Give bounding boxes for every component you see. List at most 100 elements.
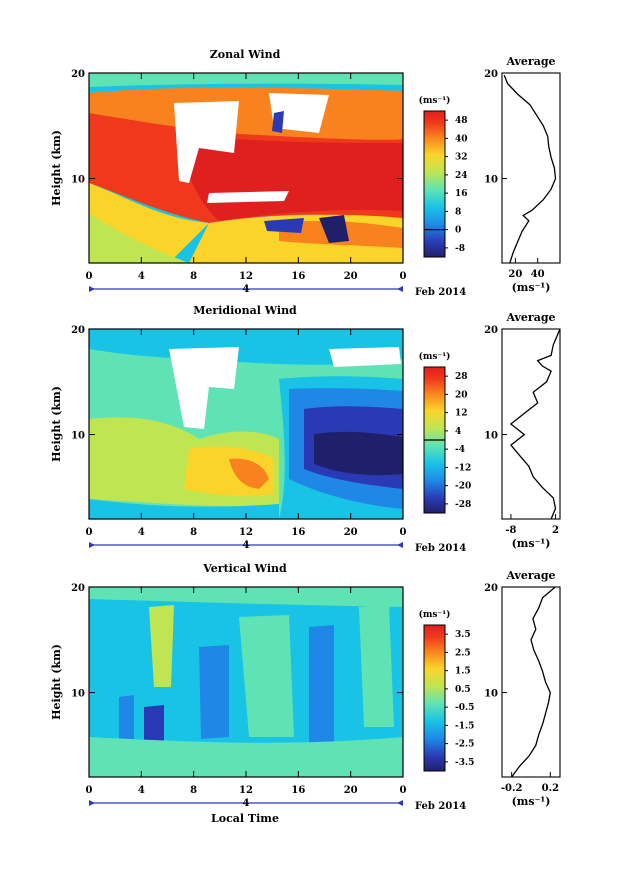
y-axis-label: Height (km)	[50, 386, 63, 462]
colorbar-scale	[423, 624, 446, 772]
colorbar-tick-label: 1.5	[455, 667, 471, 677]
x-tick-label: 8	[190, 785, 197, 796]
colorbar: (ms⁻¹) 48 40 32 24 16 8 0 -8	[419, 95, 468, 258]
profile-title: Average	[505, 55, 555, 68]
profile-x-tick-label: 20	[508, 269, 522, 280]
x-tick-label: 0	[86, 785, 93, 796]
x-tick-label: 0	[400, 527, 407, 538]
colorbar-tick-label: 12	[455, 409, 468, 419]
colorbar-tick-label: -12	[455, 463, 471, 473]
date-axis: 4 Feb 2014	[89, 284, 466, 298]
x-tick-label: 12	[239, 271, 253, 282]
y-tick-label: 10	[71, 431, 85, 442]
missing-data	[207, 191, 289, 203]
profile-line	[503, 74, 557, 264]
colorbar-tick-label: -8	[455, 244, 465, 254]
field-region	[149, 605, 174, 687]
profile-x-tick-label: 2	[552, 525, 559, 536]
colorbar-tick-label: 3.5	[455, 630, 471, 640]
colorbar-tick-label: -4	[455, 445, 465, 455]
x-tick-label: 0	[86, 271, 93, 282]
colorbar-tick-label: 8	[455, 207, 461, 217]
date-marker	[397, 800, 403, 806]
x-tick-label: 8	[190, 527, 197, 538]
profile-unit: (ms⁻¹)	[512, 795, 551, 808]
profile-unit: (ms⁻¹)	[512, 537, 551, 550]
x-tick-label: 12	[239, 785, 253, 796]
x-tick-label: 16	[291, 527, 305, 538]
y-tick-label: 20	[71, 325, 85, 336]
colorbar: (ms⁻¹) 3.5 2.5 1.5 0.5 -0.5 -1.5 -2.5 -3.5	[419, 609, 474, 772]
profile-title: Average	[505, 569, 555, 582]
y-tick-label: 10	[71, 689, 85, 700]
field-region	[264, 218, 304, 233]
missing-data	[169, 347, 239, 429]
x-tick-label: 0	[86, 527, 93, 538]
profile-y-tick-label: 10	[484, 689, 498, 700]
colorbar-tick-label: 20	[455, 390, 468, 400]
colorbar-tick-label: 40	[455, 134, 468, 144]
profile-y-tick-label: 20	[484, 69, 498, 80]
average-profile: Average 20 10 -0.2 0.2(ms⁻¹)	[484, 569, 561, 808]
panel-title: Zonal Wind	[210, 48, 281, 61]
profile-frame	[501, 328, 561, 520]
heatmap-field	[89, 73, 403, 263]
colorbar-tick-label: 0	[455, 226, 461, 236]
x-tick-label: 16	[291, 785, 305, 796]
x-axis: 0 4 8 12 16 20 0	[86, 329, 407, 538]
x-tick-label: 16	[291, 271, 305, 282]
date-label: Feb 2014	[415, 287, 466, 298]
profile-frame	[501, 586, 561, 778]
profile-x-tick-label: -8	[505, 525, 516, 536]
field-region	[89, 587, 403, 607]
field-region	[319, 215, 349, 243]
profile-line	[511, 586, 556, 778]
date-marker	[89, 286, 95, 292]
y-tick-label: 20	[71, 69, 85, 80]
x-tick-label: 20	[344, 785, 358, 796]
average-profile: Average 20 10 -8 2(ms⁻¹)	[484, 311, 561, 550]
heatmap-meridional	[89, 329, 403, 519]
field-region	[89, 73, 403, 87]
field-region	[89, 329, 403, 365]
field-region	[359, 605, 394, 727]
profile-x-tick-label: 0.2	[542, 783, 559, 794]
missing-data	[174, 101, 239, 183]
heatmap-field	[89, 329, 403, 519]
colorbar-tick-label: -0.5	[455, 703, 474, 713]
x-axis-label: Local Time	[211, 812, 279, 825]
date-marker	[397, 542, 403, 548]
y-axis-label: Height (km)	[50, 644, 63, 720]
average-profile: Average 20 10 20 40(ms⁻¹)	[484, 55, 561, 294]
colorbar-tick-label: -2.5	[455, 740, 474, 750]
colorbar-tick-label: -1.5	[455, 721, 474, 731]
colorbar-tick-label: -28	[455, 500, 471, 510]
y-tick-label: 10	[71, 175, 85, 186]
profile-x-tick-label: -0.2	[501, 783, 523, 794]
field-region	[89, 213, 189, 263]
profile-title: Average	[505, 311, 555, 324]
date-marker	[397, 286, 403, 292]
colorbar-tick-label: 48	[455, 116, 468, 126]
field-region	[239, 615, 294, 737]
missing-data	[269, 93, 329, 133]
x-tick-label: 12	[239, 527, 253, 538]
y-tick-label: 20	[71, 583, 85, 594]
heatmap-vertical	[89, 587, 403, 777]
profile-y-tick-label: 10	[484, 175, 498, 186]
x-tick-label: 4	[138, 785, 145, 796]
x-tick-label: 4	[138, 527, 145, 538]
x-tick-label: 20	[344, 271, 358, 282]
missing-data	[329, 347, 401, 367]
colorbar: (ms⁻¹) 28 20 12 4 -4 -12 -20 -28	[419, 351, 471, 514]
colorbar-unit: (ms⁻¹)	[419, 351, 451, 362]
colorbar-tick-label: 2.5	[455, 648, 471, 658]
date-marker	[89, 542, 95, 548]
